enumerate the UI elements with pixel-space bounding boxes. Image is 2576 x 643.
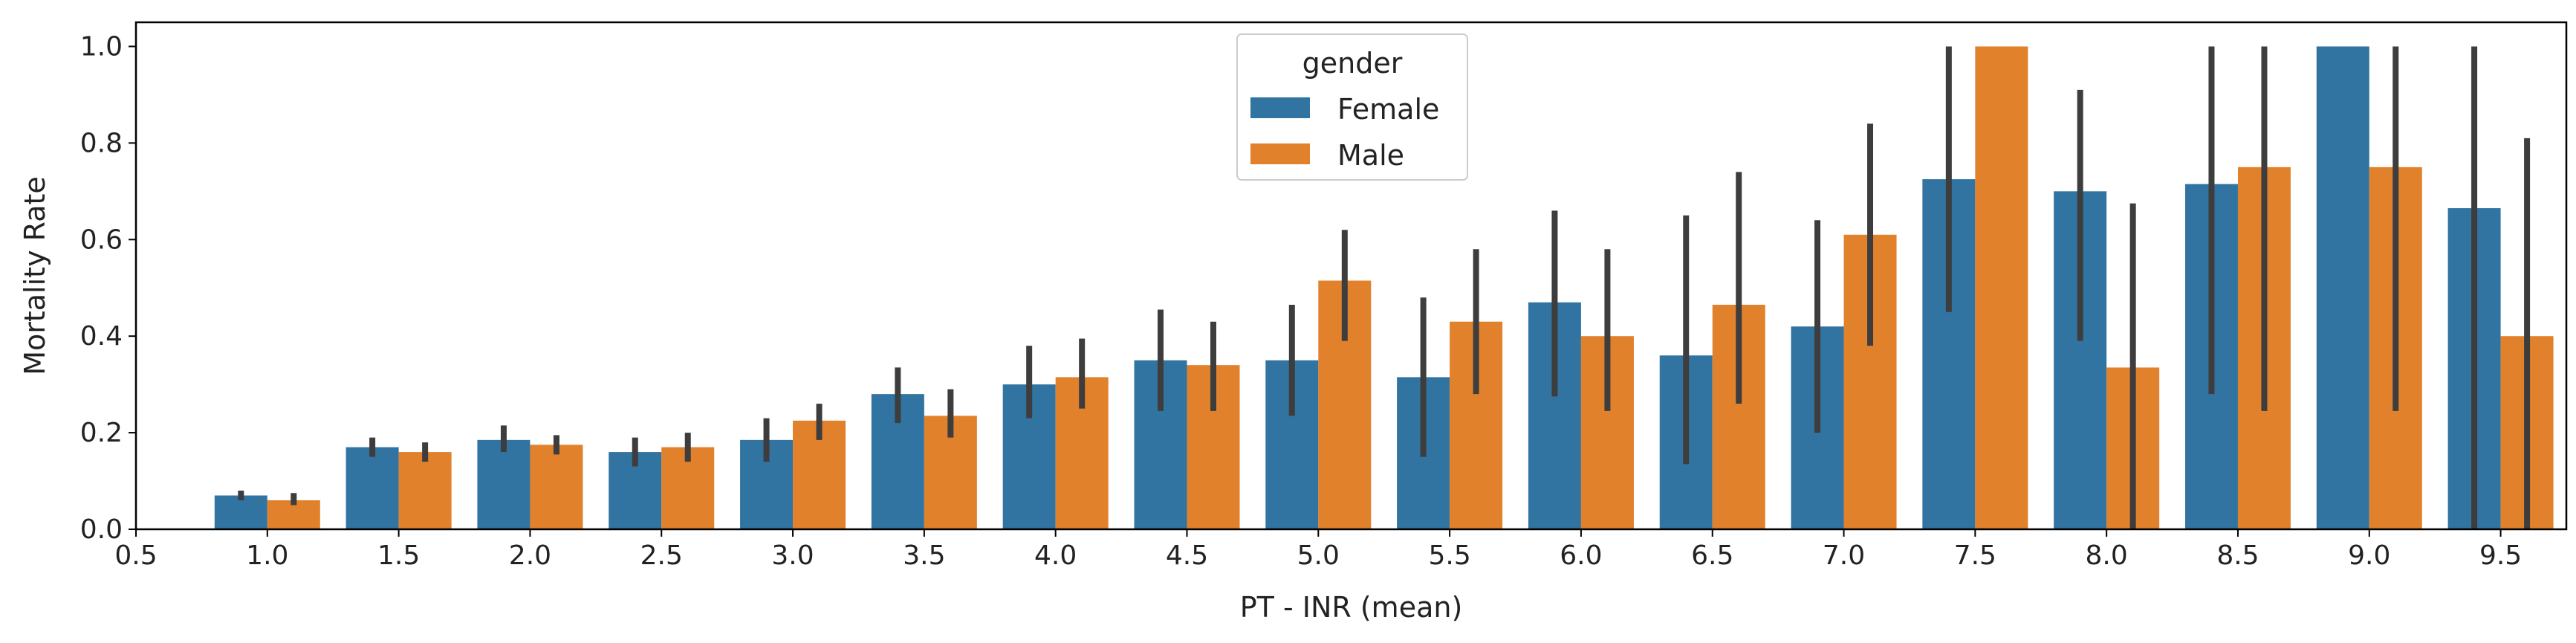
x-tick-label: 7.5 (1954, 540, 1996, 571)
x-tick-label: 1.5 (377, 540, 420, 571)
legend-swatch-female (1250, 97, 1310, 118)
x-tick-label: 2.5 (640, 540, 683, 571)
x-axis-label: PT - INR (mean) (1240, 591, 1463, 624)
y-axis-ticks: 0.0 0.2 0.4 0.6 0.8 1.0 (80, 31, 136, 545)
x-tick-label: 3.5 (903, 540, 945, 571)
x-tick-label: 5.5 (1428, 540, 1470, 571)
x-tick-label: 4.5 (1166, 540, 1208, 571)
y-axis-label: Mortality Rate (19, 176, 51, 375)
x-tick-label: 9.0 (2348, 540, 2390, 571)
y-tick-label: 1.0 (80, 31, 123, 62)
x-tick-label: 3.0 (771, 540, 814, 571)
x-tick-label: 6.0 (1560, 540, 1602, 571)
errorbars-layer (238, 46, 2531, 529)
x-tick-label: 1.0 (246, 540, 288, 571)
x-tick-label: 4.0 (1034, 540, 1077, 571)
x-tick-label: 8.0 (2086, 540, 2128, 571)
bar-female-1.0 (214, 495, 267, 529)
x-tick-label: 5.0 (1297, 540, 1340, 571)
y-tick-label: 0.8 (80, 128, 123, 158)
bar-male-7.5 (1975, 46, 2028, 529)
x-tick-label: 2.0 (509, 540, 551, 571)
x-tick-label: 9.5 (2479, 540, 2522, 571)
y-tick-label: 0.2 (80, 418, 123, 448)
legend-label-male: Male (1337, 139, 1404, 172)
x-tick-label: 7.0 (1823, 540, 1865, 571)
x-tick-label: 0.5 (114, 540, 157, 571)
x-tick-label: 8.5 (2216, 540, 2259, 571)
bar-female-2.0 (477, 439, 531, 529)
legend: gender Female Male (1236, 33, 1468, 181)
bar-male-1.5 (398, 452, 452, 529)
bar-female-9.0 (2316, 46, 2369, 529)
x-axis-ticks: 0.5 1.0 1.5 2.0 2.5 3.0 3.5 4.0 4.5 5.0 5.5 6.0 6.5 7… (114, 529, 2522, 571)
legend-label-female: Female (1337, 93, 1439, 126)
plot-frame (134, 21, 2568, 531)
legend-title: gender (1302, 47, 1403, 80)
y-tick-label: 0.0 (80, 514, 123, 545)
bar-male-2.0 (530, 445, 583, 529)
x-tick-label: 6.5 (1691, 540, 1733, 571)
y-tick-label: 0.4 (80, 321, 123, 352)
y-tick-label: 0.6 (80, 224, 123, 255)
bar-female-1.5 (345, 447, 399, 529)
legend-swatch-male (1250, 143, 1310, 164)
